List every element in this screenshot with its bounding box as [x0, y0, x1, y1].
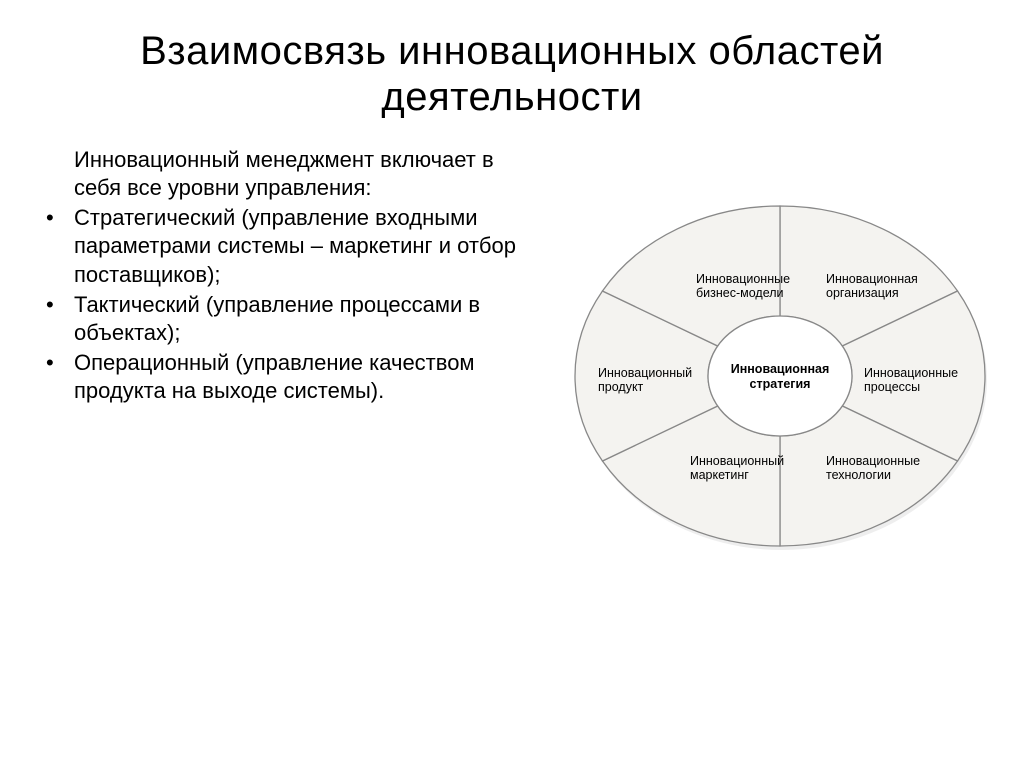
wheel-diagram: Инновационная стратегия Инновационныебиз…	[560, 196, 1000, 556]
bullet-list: Стратегический (управление входными пара…	[30, 204, 530, 405]
intro-text: Инновационный менеджмент включает в себя…	[30, 146, 530, 202]
bullet-item: Стратегический (управление входными пара…	[30, 204, 530, 288]
slide-title: Взаимосвязь инновационных областей деяте…	[0, 0, 1024, 138]
segment-label-0: Инновационныебизнес-модели	[696, 272, 816, 301]
text-column: Инновационный менеджмент включает в себя…	[30, 146, 530, 606]
segment-label-1: Инновационнаяорганизация	[826, 272, 946, 301]
center-label: Инновационная стратегия	[720, 362, 840, 392]
bullet-item: Операционный (управление качеством проду…	[30, 349, 530, 405]
segment-label-2: Инновационныепроцессы	[864, 366, 984, 395]
segment-label-5: Инновационныйпродукт	[598, 366, 718, 395]
diagram-column: Инновационная стратегия Инновационныебиз…	[540, 146, 994, 606]
bullet-item: Тактический (управление процессами в объ…	[30, 291, 530, 347]
segment-label-3: Инновационныетехнологии	[826, 454, 946, 483]
content-row: Инновационный менеджмент включает в себя…	[0, 138, 1024, 606]
segment-label-4: Инновационныймаркетинг	[690, 454, 810, 483]
